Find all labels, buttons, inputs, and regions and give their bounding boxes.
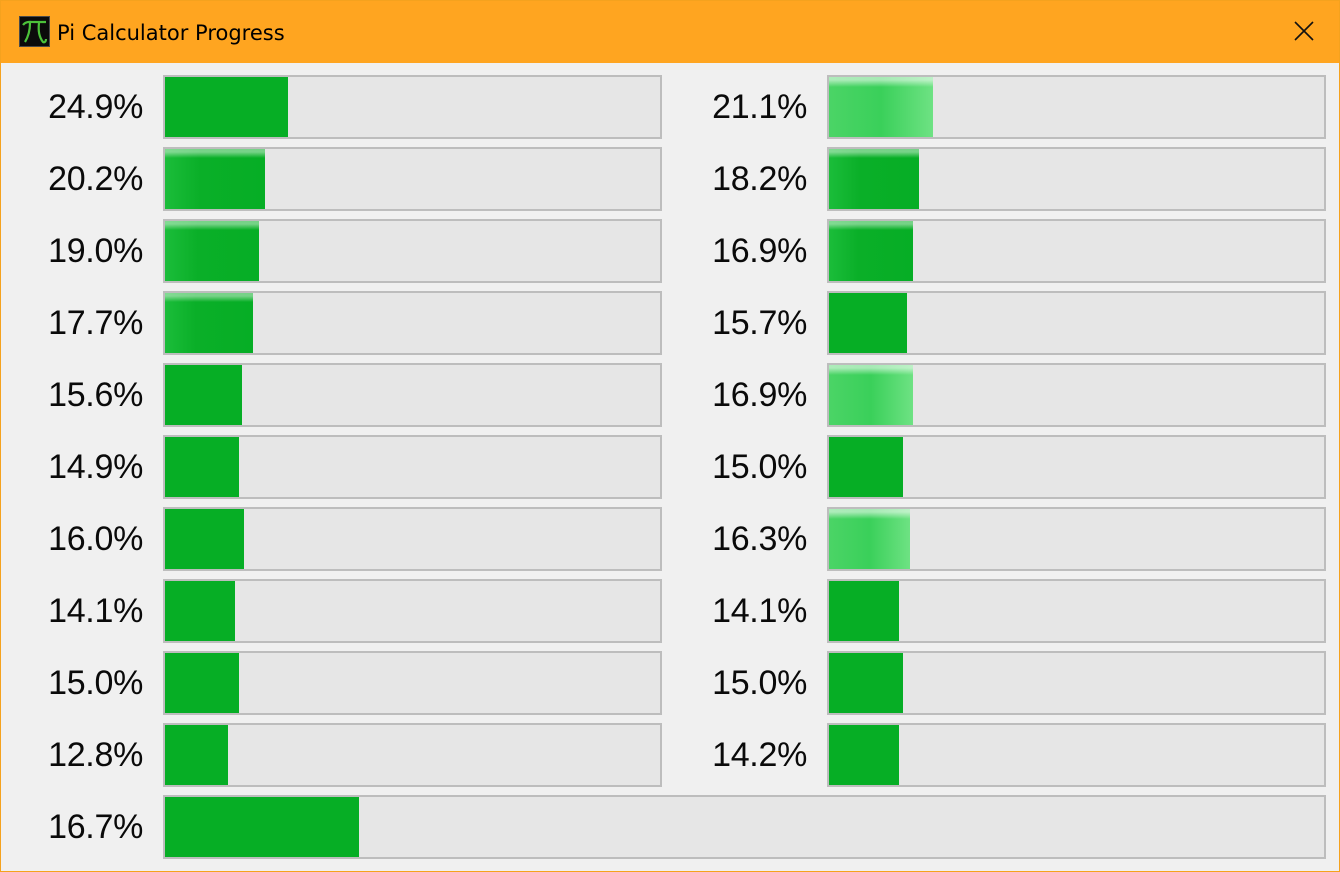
progress-label-left-2: 20.2% (48, 160, 143, 198)
title-bar[interactable]: Pi Calculator Progress (1, 1, 1339, 63)
progress-bar-left-9 (163, 651, 662, 715)
progress-bar-total (163, 795, 1326, 859)
progress-bar-left-3 (163, 219, 662, 283)
close-icon (1294, 21, 1314, 41)
progress-label-right-10: 14.2% (712, 736, 807, 774)
progress-fill-left-3 (165, 221, 259, 281)
progress-bar-right-4 (827, 291, 1326, 355)
progress-fill-left-5 (165, 365, 242, 425)
progress-label-right-8: 14.1% (712, 592, 807, 630)
progress-fill-right-5 (829, 365, 913, 425)
progress-label-left-4: 17.7% (48, 304, 143, 342)
progress-label-right-5: 16.9% (712, 376, 807, 414)
progress-fill-left-2 (165, 149, 265, 209)
progress-bar-left-4 (163, 291, 662, 355)
progress-fill-left-10 (165, 725, 228, 785)
progress-label-left-10: 12.8% (48, 736, 143, 774)
progress-fill-right-10 (829, 725, 899, 785)
progress-label-left-7: 16.0% (48, 520, 143, 558)
progress-bar-left-2 (163, 147, 662, 211)
progress-bar-right-10 (827, 723, 1326, 787)
progress-bar-right-1 (827, 75, 1326, 139)
progress-label-left-1: 24.9% (48, 88, 143, 126)
progress-label-right-3: 16.9% (712, 232, 807, 270)
progress-fill-right-8 (829, 581, 899, 641)
progress-label-right-9: 15.0% (712, 664, 807, 702)
progress-fill-left-8 (165, 581, 235, 641)
progress-bar-right-8 (827, 579, 1326, 643)
progress-fill-left-6 (165, 437, 239, 497)
window-title: Pi Calculator Progress (57, 21, 285, 45)
progress-label-right-6: 15.0% (712, 448, 807, 486)
progress-fill-left-7 (165, 509, 244, 569)
progress-fill-right-4 (829, 293, 907, 353)
progress-label-right-7: 16.3% (712, 520, 807, 558)
progress-label-left-8: 14.1% (48, 592, 143, 630)
progress-bar-left-1 (163, 75, 662, 139)
progress-fill-left-9 (165, 653, 239, 713)
progress-bar-right-6 (827, 435, 1326, 499)
progress-bar-right-2 (827, 147, 1326, 211)
pi-app-icon (19, 16, 50, 47)
progress-label-total: 16.7% (48, 808, 143, 846)
progress-bar-left-10 (163, 723, 662, 787)
progress-fill-right-1 (829, 77, 933, 137)
progress-bar-left-6 (163, 435, 662, 499)
progress-bar-right-9 (827, 651, 1326, 715)
progress-label-right-4: 15.7% (712, 304, 807, 342)
progress-fill-right-3 (829, 221, 913, 281)
progress-fill-right-6 (829, 437, 903, 497)
progress-fill-left-4 (165, 293, 253, 353)
progress-bar-right-3 (827, 219, 1326, 283)
progress-label-right-1: 21.1% (712, 88, 807, 126)
progress-fill-right-7 (829, 509, 910, 569)
progress-bar-left-7 (163, 507, 662, 571)
progress-label-left-3: 19.0% (48, 232, 143, 270)
progress-label-left-5: 15.6% (48, 376, 143, 414)
close-button[interactable] (1269, 1, 1339, 63)
progress-label-left-9: 15.0% (48, 664, 143, 702)
progress-label-right-2: 18.2% (712, 160, 807, 198)
progress-bar-right-5 (827, 363, 1326, 427)
progress-label-left-6: 14.9% (48, 448, 143, 486)
progress-fill-right-9 (829, 653, 903, 713)
progress-fill-left-1 (165, 77, 288, 137)
progress-fill-total (165, 797, 359, 857)
progress-fill-right-2 (829, 149, 919, 209)
progress-bar-left-5 (163, 363, 662, 427)
progress-bar-right-7 (827, 507, 1326, 571)
progress-bar-left-8 (163, 579, 662, 643)
